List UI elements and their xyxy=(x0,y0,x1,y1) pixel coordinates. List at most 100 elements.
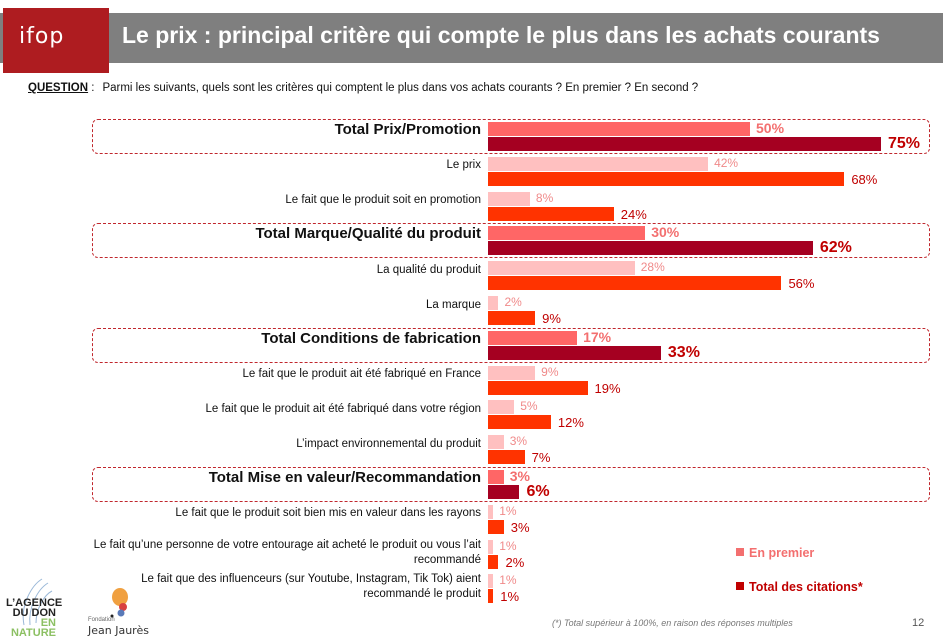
jaures-name-text: Jean Jaurès xyxy=(88,624,149,637)
value-label-total-citations: 62% xyxy=(819,239,852,257)
question: QUESTION : Parmi les suivants, quels sont… xyxy=(28,82,698,94)
bar-total-citations xyxy=(488,241,813,256)
bar-total-citations xyxy=(488,485,520,499)
value-label-en-premier: 3% xyxy=(509,468,530,484)
value-label-total-citations: 7% xyxy=(531,450,551,466)
jaures-logo-icon xyxy=(110,588,128,618)
category-label: Le fait que le produit soit en promotion xyxy=(285,193,481,208)
total-group-box xyxy=(92,467,930,502)
page-title: Le prix : principal critère qui compte l… xyxy=(122,22,880,48)
category-label: Le fait qu’une personne de votre entoura… xyxy=(94,538,481,568)
value-label-total-citations: 9% xyxy=(542,311,561,326)
value-label-total-citations: 6% xyxy=(526,483,550,500)
bar-en-premier xyxy=(488,400,515,415)
bar-total-citations xyxy=(488,137,881,151)
value-label-total-citations: 33% xyxy=(667,343,700,361)
category-label: La marque xyxy=(426,298,481,313)
question-text: Parmi les suivants, quels sont les critè… xyxy=(102,82,699,94)
value-label-total-citations: 19% xyxy=(594,380,621,396)
value-label-total-citations: 24% xyxy=(620,206,647,222)
bar-en-premier xyxy=(488,435,504,450)
bar-total-citations xyxy=(488,206,614,221)
category-label: Le fait que des influenceurs (sur Youtub… xyxy=(141,572,481,602)
agence-line-1: L’AGENCE xyxy=(6,597,63,609)
total-category-label: Total Conditions de fabrication xyxy=(261,331,481,346)
jaures-fondation-text: Fondation xyxy=(88,617,115,623)
agence-line-2: DU DON xyxy=(12,607,56,619)
total-group-box xyxy=(92,223,930,259)
category-label-line: La qualité du produit xyxy=(376,263,481,276)
ifop-logo: ifop xyxy=(3,8,109,73)
legend-swatch-total-icon xyxy=(736,582,744,590)
category-label-line: Total Marque/Qualité du produit xyxy=(255,225,481,243)
agence-don-nature-logo: L’AGENCE DU DON EN NATURE xyxy=(6,597,63,639)
category-label-line: Le prix xyxy=(446,159,481,172)
bar-en-premier xyxy=(488,574,494,589)
category-label-line: recommandé xyxy=(413,553,481,566)
bar-en-premier xyxy=(488,296,499,310)
value-label-total-citations: 3% xyxy=(510,519,530,535)
value-label-total-citations: 56% xyxy=(788,276,815,292)
value-label-en-premier: 8% xyxy=(535,190,554,205)
category-label-line: Le fait que le produit soit bien mis en … xyxy=(175,507,481,520)
legend-total-citations: Total des citations* xyxy=(736,580,863,594)
category-label-line: Le fait que le produit ait été fabriqué … xyxy=(205,402,481,415)
category-label-line: L’impact environnemental du produit xyxy=(296,437,481,450)
value-label-en-premier: 17% xyxy=(583,328,612,345)
category-label: Le fait que le produit soit bien mis en … xyxy=(175,506,481,521)
bar-total-citations xyxy=(488,589,494,604)
value-label-en-premier: 5% xyxy=(520,399,538,414)
bar-total-citations xyxy=(488,380,588,395)
value-label-en-premier: 28% xyxy=(640,260,665,275)
category-label-line: Le fait que le produit ait été fabriqué … xyxy=(242,368,481,381)
bar-en-premier xyxy=(488,470,504,484)
bar-en-premier xyxy=(488,156,709,171)
question-separator: : xyxy=(88,82,95,94)
page-number: 12 xyxy=(912,617,925,629)
category-label-line: Le fait que le produit soit en promotion xyxy=(285,194,481,207)
value-label-en-premier: 2% xyxy=(504,295,522,309)
category-label-line: Le fait qu’une personne de votre entoura… xyxy=(93,538,481,551)
bar-total-citations xyxy=(488,311,536,325)
value-label-en-premier: 1% xyxy=(499,538,517,553)
category-label: La qualité du produit xyxy=(377,263,481,278)
category-label: Le prix xyxy=(446,158,481,173)
legend-total-label: Total des citations* xyxy=(749,580,863,594)
value-label-total-citations: 75% xyxy=(888,135,921,152)
legend-en-premier: En premier xyxy=(736,546,814,560)
total-category-label: Total Prix/Promotion xyxy=(335,122,481,137)
bar-en-premier xyxy=(488,504,494,519)
agence-line-3: EN NATURE xyxy=(10,617,56,639)
value-label-en-premier: 50% xyxy=(756,120,785,136)
bar-total-citations xyxy=(488,276,782,291)
question-label: QUESTION xyxy=(28,82,89,94)
bar-total-citations xyxy=(488,519,504,534)
total-group-box xyxy=(92,327,930,363)
ifop-logo-text: ifop xyxy=(19,24,65,49)
bar-en-premier xyxy=(488,365,536,380)
bar-en-premier xyxy=(488,122,750,136)
value-label-total-citations: 12% xyxy=(557,415,584,431)
value-label-en-premier: 30% xyxy=(651,224,680,241)
value-label-en-premier: 3% xyxy=(509,434,528,449)
category-label-line: recommandé le produit xyxy=(363,588,481,601)
legend-first-label: En premier xyxy=(749,546,815,560)
value-label-en-premier: 42% xyxy=(714,155,739,170)
total-category-label: Total Marque/Qualité du produit xyxy=(255,226,481,241)
value-label-en-premier: 9% xyxy=(541,364,559,379)
value-label-en-premier: 1% xyxy=(499,573,517,588)
bar-total-citations xyxy=(488,415,551,430)
bar-en-premier xyxy=(488,330,578,345)
category-label-line: Total Conditions de fabrication xyxy=(261,329,481,347)
footnote: (*) Total supérieur à 100%, en raison de… xyxy=(552,618,793,628)
bar-en-premier xyxy=(488,191,530,206)
legend-swatch-first-icon xyxy=(736,548,744,556)
value-label-total-citations: 2% xyxy=(505,554,525,570)
header-bar xyxy=(0,13,943,63)
bar-en-premier xyxy=(488,539,494,554)
bar-total-citations xyxy=(488,345,661,360)
category-label-line: Total Mise en valeur/Recommandation xyxy=(208,469,481,486)
bar-en-premier xyxy=(488,261,635,276)
category-label: Le fait que le produit ait été fabriqué … xyxy=(205,402,481,417)
